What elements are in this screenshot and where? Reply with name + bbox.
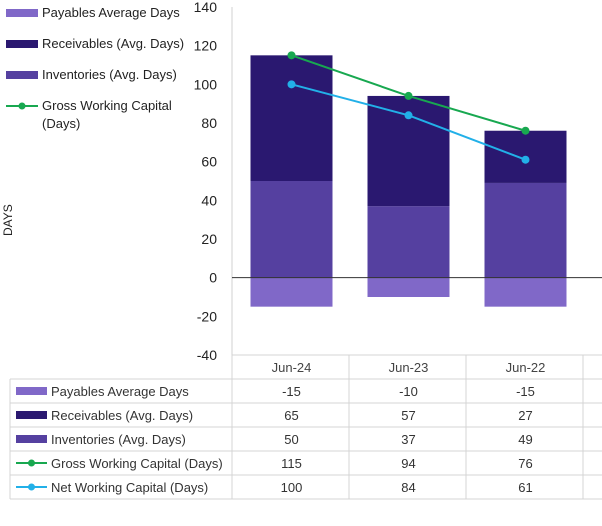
table-row-label: Net Working Capital (Days) [51,480,208,495]
table-swatch-payables-average-days [16,387,47,395]
table-cell-value: 84 [401,480,415,495]
table-row-label: Payables Average Days [51,384,189,399]
y-tick-label: 40 [201,192,217,208]
table-cell-value: 115 [281,456,302,471]
table-swatch-marker-gross-working-capital-days [28,459,35,467]
table-cell-value: -10 [399,384,418,399]
table-cell-value: 27 [518,408,532,423]
legend-swatch-gross [6,102,38,110]
table-cell-value: 100 [281,480,303,495]
table-cell-value: 61 [518,480,532,495]
legend-item-payables: Payables Average Days [6,4,206,26]
table-cell-value: 37 [401,432,415,447]
table-cell-value: 49 [518,432,532,447]
bar-payables [484,277,567,307]
bar-payables [367,277,450,297]
legend-label-gross: Gross Working Capital (Days) [42,98,172,131]
table-swatch-marker-net-working-capital-days [28,483,35,491]
table-swatch-receivables-avg-days [16,411,47,419]
y-tick-label: 120 [194,38,218,54]
y-tick-label: 0 [209,270,217,286]
table-cell-value: -15 [516,384,535,399]
bar-payables [250,277,333,307]
table-cell-value: 65 [284,408,298,423]
table-cell-value: 94 [401,456,415,471]
y-tick-label: -40 [197,347,217,363]
table-column-header: Jun-24 [272,360,312,375]
y-tick-label: 140 [194,0,218,15]
table-row-label: Receivables (Avg. Days) [51,408,193,423]
point-gross-working-capital-days [404,91,413,100]
legend-swatch-payables [6,9,38,17]
legend: Payables Average Days Receivables (Avg. … [6,4,206,146]
table-cell-value: 57 [401,408,415,423]
legend-item-inventories: Inventories (Avg. Days) [6,66,206,88]
legend-label-payables: Payables Average Days [42,5,180,20]
point-net-working-capital-days [404,111,413,120]
y-axis-label: DAYS [1,204,15,236]
table-cell-value: -15 [282,384,301,399]
bar-inventories [484,182,567,278]
point-gross-working-capital-days [521,126,530,135]
legend-swatch-inventories [6,71,38,79]
y-tick-label: 60 [201,154,217,170]
table-cell-value: 76 [518,456,532,471]
legend-item-receivables: Receivables (Avg. Days) [6,35,206,57]
table-swatch-inventories-avg-days [16,435,47,443]
legend-swatch-receivables [6,40,38,48]
legend-label-inventories: Inventories (Avg. Days) [42,67,177,82]
y-tick-label: -20 [197,308,217,324]
legend-item-gross: Gross Working Capital (Days) [6,97,206,137]
table-row-label: Gross Working Capital (Days) [51,456,223,471]
y-tick-label: 20 [201,231,217,247]
bar-inventories [250,181,333,278]
table-row-label: Inventories (Avg. Days) [51,432,186,447]
y-tick-label: 100 [194,76,218,92]
bar-inventories [367,206,450,278]
table-cell-value: 50 [284,432,298,447]
y-tick-label: 80 [201,115,217,131]
legend-label-receivables: Receivables (Avg. Days) [42,36,185,51]
point-net-working-capital-days [287,80,296,89]
bar-receivables [250,55,333,182]
point-gross-working-capital-days [287,51,296,60]
point-net-working-capital-days [521,155,530,164]
table-column-header: Jun-23 [389,360,429,375]
table-column-header: Jun-22 [506,360,546,375]
